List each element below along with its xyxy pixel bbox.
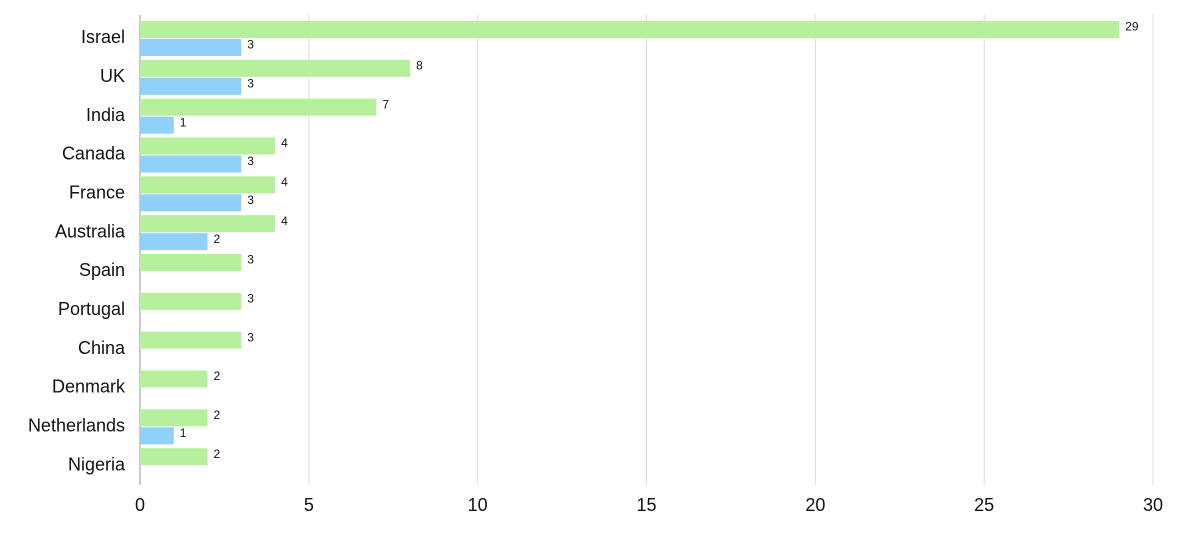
value-label: 3 (247, 193, 254, 207)
bar (140, 77, 242, 95)
value-label: 4 (281, 136, 288, 150)
value-label: 29 (1125, 20, 1139, 34)
value-label: 4 (281, 175, 288, 189)
value-label: 3 (247, 38, 254, 52)
x-tick-label: 25 (974, 495, 994, 515)
value-label: 2 (214, 447, 221, 461)
bar (140, 137, 276, 155)
x-tick-label: 15 (636, 495, 656, 515)
bar (140, 176, 276, 194)
value-label: 8 (416, 59, 423, 73)
x-tick-label: 10 (468, 495, 488, 515)
y-tick-label: Israel (81, 27, 125, 47)
value-label: 3 (247, 292, 254, 306)
bar (140, 59, 411, 77)
value-label: 3 (247, 154, 254, 168)
y-tick-label: China (78, 338, 126, 358)
value-label: 7 (382, 97, 389, 111)
value-label: 4 (281, 214, 288, 228)
value-label: 1 (180, 426, 187, 440)
bar (140, 194, 242, 212)
bar (140, 331, 242, 349)
y-tick-label: France (69, 183, 125, 203)
bar (140, 233, 208, 251)
y-tick-label: Portugal (58, 299, 125, 319)
value-label: 3 (247, 77, 254, 91)
value-label: 2 (214, 408, 221, 422)
y-tick-label: Canada (62, 144, 126, 164)
x-tick-label: 0 (135, 495, 145, 515)
x-tick-label: 5 (304, 495, 314, 515)
value-label: 2 (214, 232, 221, 246)
value-label: 1 (180, 115, 187, 129)
bar (140, 155, 242, 173)
y-tick-label: Spain (79, 260, 125, 280)
bar (140, 39, 242, 56)
y-tick-label: India (86, 105, 126, 125)
value-label: 3 (247, 253, 254, 267)
y-tick-label: Netherlands (28, 416, 125, 436)
bar (140, 409, 208, 427)
y-tick-label: UK (100, 66, 125, 86)
y-tick-label: Australia (55, 221, 126, 241)
bar (140, 215, 276, 233)
bar (140, 292, 242, 310)
bar (140, 21, 1120, 38)
value-label: 3 (247, 330, 254, 344)
bar (140, 448, 208, 466)
bar (140, 254, 242, 271)
y-tick-label: Nigeria (68, 454, 126, 474)
value-label: 2 (214, 369, 221, 383)
bar (140, 116, 174, 134)
bar (140, 427, 174, 445)
bar (140, 370, 208, 388)
x-tick-label: 20 (805, 495, 825, 515)
bar (140, 98, 377, 116)
y-tick-label: Denmark (52, 377, 126, 397)
x-tick-label: 30 (1143, 495, 1163, 515)
